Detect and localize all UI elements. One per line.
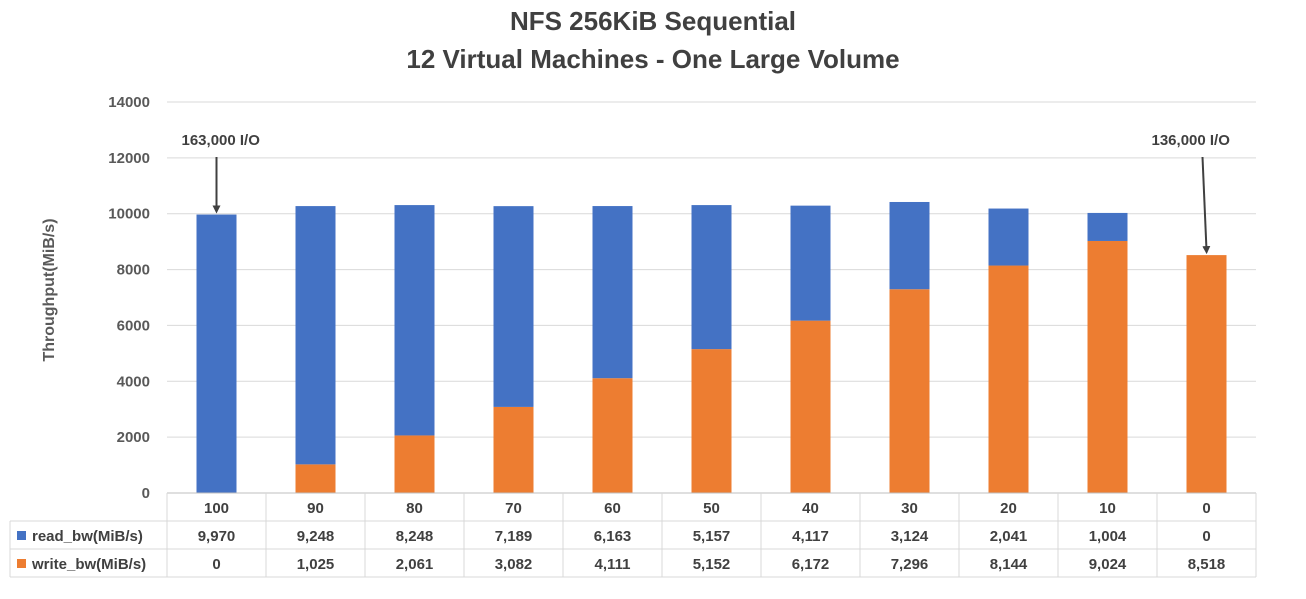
legend-series-name: read_bw(MiB/s) <box>32 528 143 545</box>
x-category-label: 50 <box>703 500 720 517</box>
bar-write <box>1186 255 1227 493</box>
x-category-label: 100 <box>204 500 229 517</box>
bar-write <box>988 265 1029 493</box>
y-tick-label: 14000 <box>108 94 150 111</box>
chart-title: NFS 256KiB Sequential <box>509 6 797 36</box>
data-label: 5,157 <box>693 528 731 545</box>
y-tick-label: 6000 <box>117 317 150 334</box>
data-label: 5,152 <box>693 556 731 573</box>
y-tick-label: 10000 <box>108 206 150 223</box>
y-tick-label: 8000 <box>117 262 150 279</box>
data-label: 9,970 <box>198 528 236 545</box>
y-axis-ticks: 0 2000 4000 6000 8000 10000 12000 14000 <box>108 94 150 502</box>
data-label: 4,111 <box>595 556 631 573</box>
annotation-arrow <box>1201 156 1211 255</box>
data-label: 0 <box>212 556 220 573</box>
bar-read <box>889 201 930 290</box>
annotation-label: 163,000 I/O <box>182 132 261 149</box>
bar-write <box>790 320 831 493</box>
x-category-label: 40 <box>802 500 819 517</box>
data-label: 7,189 <box>495 528 533 545</box>
bar-write <box>493 406 534 493</box>
data-label: 4,117 <box>792 528 829 545</box>
data-label: 6,172 <box>792 556 830 573</box>
bar-read <box>592 206 633 379</box>
data-label: 9,024 <box>1089 556 1127 573</box>
legend-series-name: write_bw(MiB/s) <box>31 556 146 573</box>
x-category-label: 70 <box>505 500 522 517</box>
data-label: 8,518 <box>1188 556 1226 573</box>
x-category-label: 90 <box>307 500 324 517</box>
data-label: 6,163 <box>594 528 632 545</box>
data-label: 0 <box>1202 528 1210 545</box>
data-label: 8,144 <box>990 556 1028 573</box>
legend-swatch <box>17 559 26 568</box>
y-tick-label: 0 <box>142 485 150 502</box>
x-category-label: 0 <box>1202 500 1210 517</box>
x-category-label: 30 <box>901 500 918 517</box>
bar-read <box>493 206 534 407</box>
legend-swatch <box>17 531 26 540</box>
data-label: 1,025 <box>297 556 335 573</box>
x-category-label: 10 <box>1099 500 1116 517</box>
bars <box>196 201 1227 494</box>
bar-write <box>295 464 336 493</box>
bar-read <box>1087 212 1128 241</box>
data-label: 8,248 <box>396 528 434 545</box>
y-tick-label: 12000 <box>108 150 150 167</box>
bar-write <box>889 289 930 493</box>
annotations: 163,000 I/O 136,000 I/O <box>182 132 1231 255</box>
data-label: 3,124 <box>891 528 929 545</box>
data-label: 1,004 <box>1089 528 1127 545</box>
bar-read <box>691 205 732 350</box>
x-category-label: 20 <box>1000 500 1017 517</box>
x-category-label: 60 <box>604 500 621 517</box>
y-axis-label: Throughput(MiB/s) <box>41 218 58 361</box>
bar-write <box>691 349 732 493</box>
bar-write <box>592 378 633 493</box>
data-label: 2,041 <box>990 528 1028 545</box>
y-tick-label: 2000 <box>117 429 150 446</box>
bar-write <box>394 435 435 493</box>
y-tick-label: 4000 <box>117 373 150 390</box>
data-label: 9,248 <box>297 528 335 545</box>
bar-read <box>394 205 435 436</box>
bar-read <box>988 208 1029 266</box>
bar-read <box>295 206 336 465</box>
data-label: 7,296 <box>891 556 929 573</box>
chart-subtitle: 12 Virtual Machines - One Large Volume <box>406 44 900 74</box>
data-label: 2,061 <box>396 556 434 573</box>
annotation-label: 136,000 I/O <box>1152 132 1231 149</box>
data-label: 3,082 <box>495 556 533 573</box>
bar-read <box>790 205 831 321</box>
bar-read <box>196 214 237 494</box>
x-category-label: 80 <box>406 500 423 517</box>
bar-write <box>1087 240 1128 493</box>
